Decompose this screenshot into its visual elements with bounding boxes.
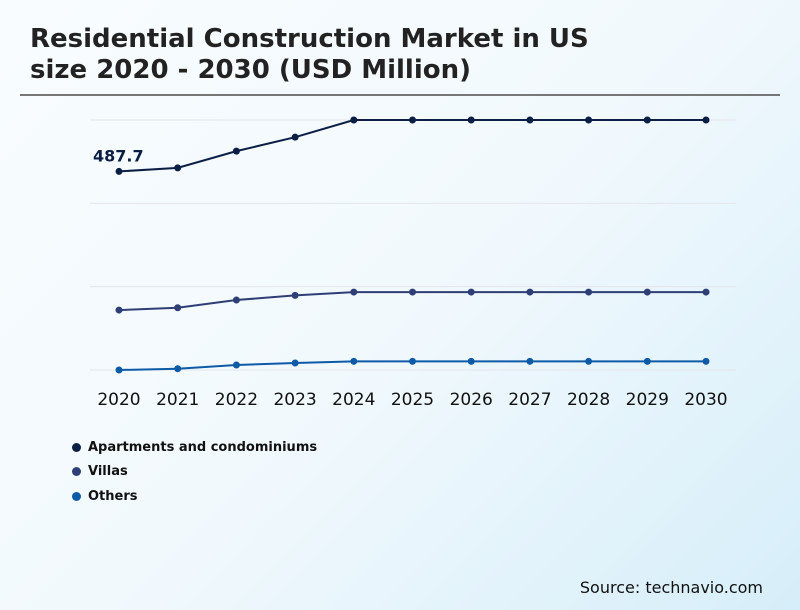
title-line-2: size 2020 - 2030 (USD Million) — [30, 55, 472, 85]
legend-marker — [72, 491, 81, 501]
data-point — [526, 116, 534, 124]
x-tick-label: 2024 — [332, 390, 375, 410]
data-point — [350, 288, 358, 296]
x-tick-label: 2022 — [215, 390, 258, 410]
data-point — [232, 296, 240, 304]
legend-item-apartments: Apartments and condominiums — [72, 435, 317, 460]
x-tick-label: 2020 — [97, 390, 140, 410]
data-point — [467, 357, 475, 365]
data-point — [350, 357, 358, 365]
legend: Apartments and condominiums Villas Other… — [72, 435, 317, 509]
data-point — [232, 147, 240, 155]
x-tick-label: 2029 — [626, 390, 669, 410]
x-tick-label: 2025 — [391, 390, 434, 410]
legend-marker — [72, 442, 81, 452]
data-point — [174, 164, 182, 172]
data-point — [291, 133, 299, 141]
series-line-0 — [118, 119, 706, 173]
data-point — [702, 116, 710, 124]
data-point — [115, 306, 123, 314]
legend-label: Others — [88, 488, 138, 504]
data-point — [291, 291, 299, 299]
data-point — [409, 116, 416, 124]
data-point — [526, 288, 534, 296]
data-point — [409, 288, 416, 296]
source-note: Source: technavio.com — [579, 578, 763, 597]
title-divider — [20, 94, 780, 96]
legend-item-villas: Villas — [72, 460, 317, 485]
data-point — [526, 357, 534, 365]
legend-marker — [72, 467, 81, 477]
data-point — [350, 116, 358, 124]
data-point — [643, 357, 651, 365]
title-line-1: Residential Construction Market in US — [30, 24, 589, 54]
data-point — [702, 357, 710, 365]
x-tick-label: 2026 — [450, 390, 493, 410]
data-point — [585, 116, 593, 124]
data-point — [702, 288, 710, 296]
data-point — [409, 357, 416, 365]
data-label: 487.7 — [93, 146, 144, 165]
data-point — [115, 366, 123, 374]
data-point — [585, 288, 593, 296]
x-tick-label: 2027 — [508, 390, 551, 410]
data-point — [174, 365, 182, 373]
data-point — [291, 359, 299, 367]
legend-label: Villas — [88, 464, 128, 480]
data-point — [643, 288, 651, 296]
legend-item-others: Others — [72, 484, 317, 509]
x-tick-label: 2028 — [567, 390, 610, 410]
data-point — [585, 357, 593, 365]
data-point — [643, 116, 651, 124]
chart-title: Residential Construction Market in US si… — [30, 24, 589, 86]
legend-label: Apartments and condominiums — [88, 439, 318, 455]
data-point — [232, 361, 240, 369]
x-tick-label: 2023 — [273, 390, 316, 410]
x-tick-label: 2030 — [684, 390, 727, 410]
data-point — [115, 167, 123, 175]
x-tick-label: 2021 — [156, 390, 199, 410]
data-point — [467, 116, 475, 124]
data-point — [467, 288, 475, 296]
data-point — [174, 304, 182, 312]
